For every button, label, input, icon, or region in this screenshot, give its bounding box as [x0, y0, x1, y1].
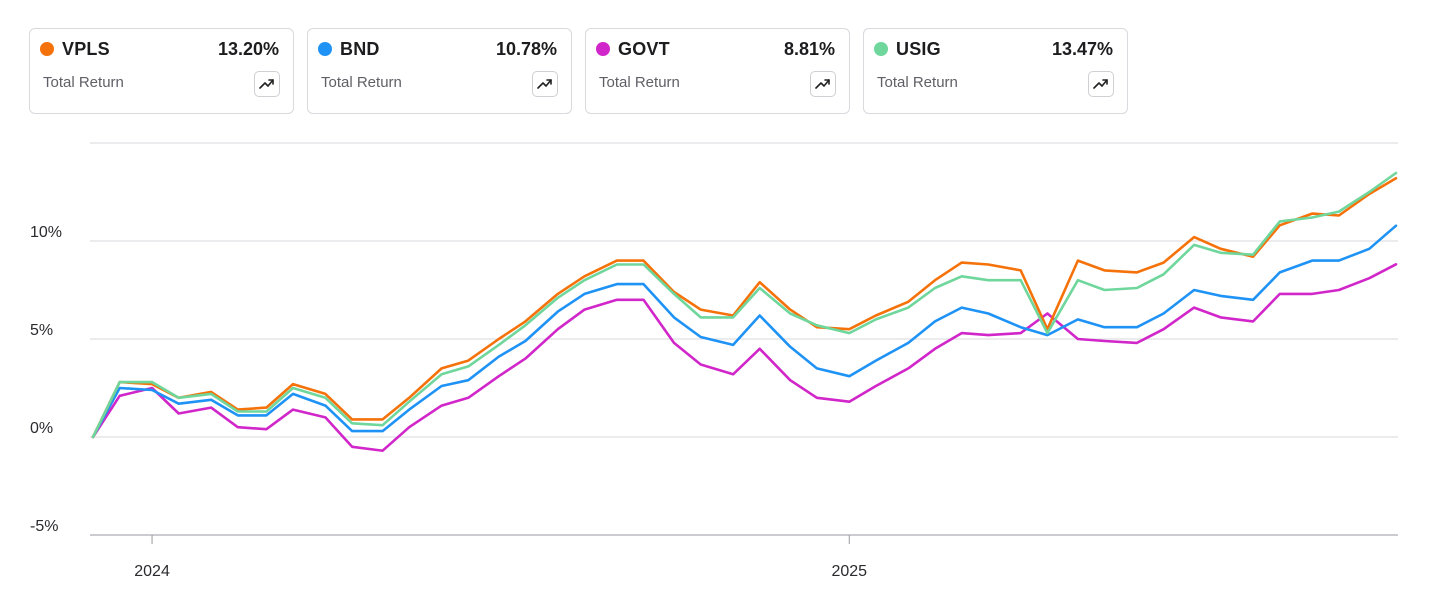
card-govt[interactable]: GOVT 8.81% Total Return [585, 28, 850, 114]
card-ticker: BND [340, 39, 380, 59]
card-bnd[interactable]: BND 10.78% Total Return [307, 28, 572, 114]
trend-button[interactable] [532, 71, 558, 97]
y-tick-label: -5% [30, 518, 58, 535]
series-lines [91, 171, 1398, 453]
series-color-dot [40, 42, 54, 56]
trend-up-icon [1093, 79, 1108, 89]
trend-button[interactable] [254, 71, 280, 97]
card-label: Total Return [877, 74, 958, 91]
card-ticker: VPLS [62, 39, 110, 59]
series-line-vpls [91, 177, 1398, 439]
series-color-dot [318, 42, 332, 56]
card-label: Total Return [321, 74, 402, 91]
x-tick-label: 2025 [831, 563, 867, 580]
series-color-dot [874, 42, 888, 56]
y-tick-label: 5% [30, 322, 53, 339]
card-return-value: 13.47% [1051, 39, 1113, 59]
trend-up-icon [259, 79, 274, 89]
series-line-usig [91, 171, 1398, 439]
card-ticker: GOVT [618, 39, 670, 59]
trend-up-icon [537, 79, 552, 89]
card-return-value: 10.78% [495, 39, 557, 59]
y-axis: 10% 5% 0% -5% [30, 224, 62, 535]
chart-grid [90, 142, 1398, 536]
series-color-dot [596, 42, 610, 56]
series-line-govt [91, 262, 1398, 453]
y-tick-label: 0% [30, 420, 53, 437]
card-label: Total Return [43, 74, 124, 91]
card-label: Total Return [599, 74, 680, 91]
trend-up-icon [815, 79, 830, 89]
card-return-value: 8.81% [783, 39, 835, 59]
card-vpls[interactable]: VPLS 13.20% Total Return [29, 28, 294, 114]
card-ticker: USIG [896, 39, 941, 59]
y-tick-label: 10% [30, 224, 62, 241]
series-line-bnd [91, 224, 1398, 439]
x-axis: 2024 2025 [134, 535, 867, 580]
card-usig[interactable]: USIG 13.47% Total Return [863, 28, 1128, 114]
card-return-value: 13.20% [217, 39, 279, 59]
trend-button[interactable] [810, 71, 836, 97]
legend-cards: VPLS 13.20% Total Return BND 10.78% Tota… [29, 28, 1128, 114]
trend-button[interactable] [1088, 71, 1114, 97]
x-tick-label: 2024 [134, 563, 170, 580]
